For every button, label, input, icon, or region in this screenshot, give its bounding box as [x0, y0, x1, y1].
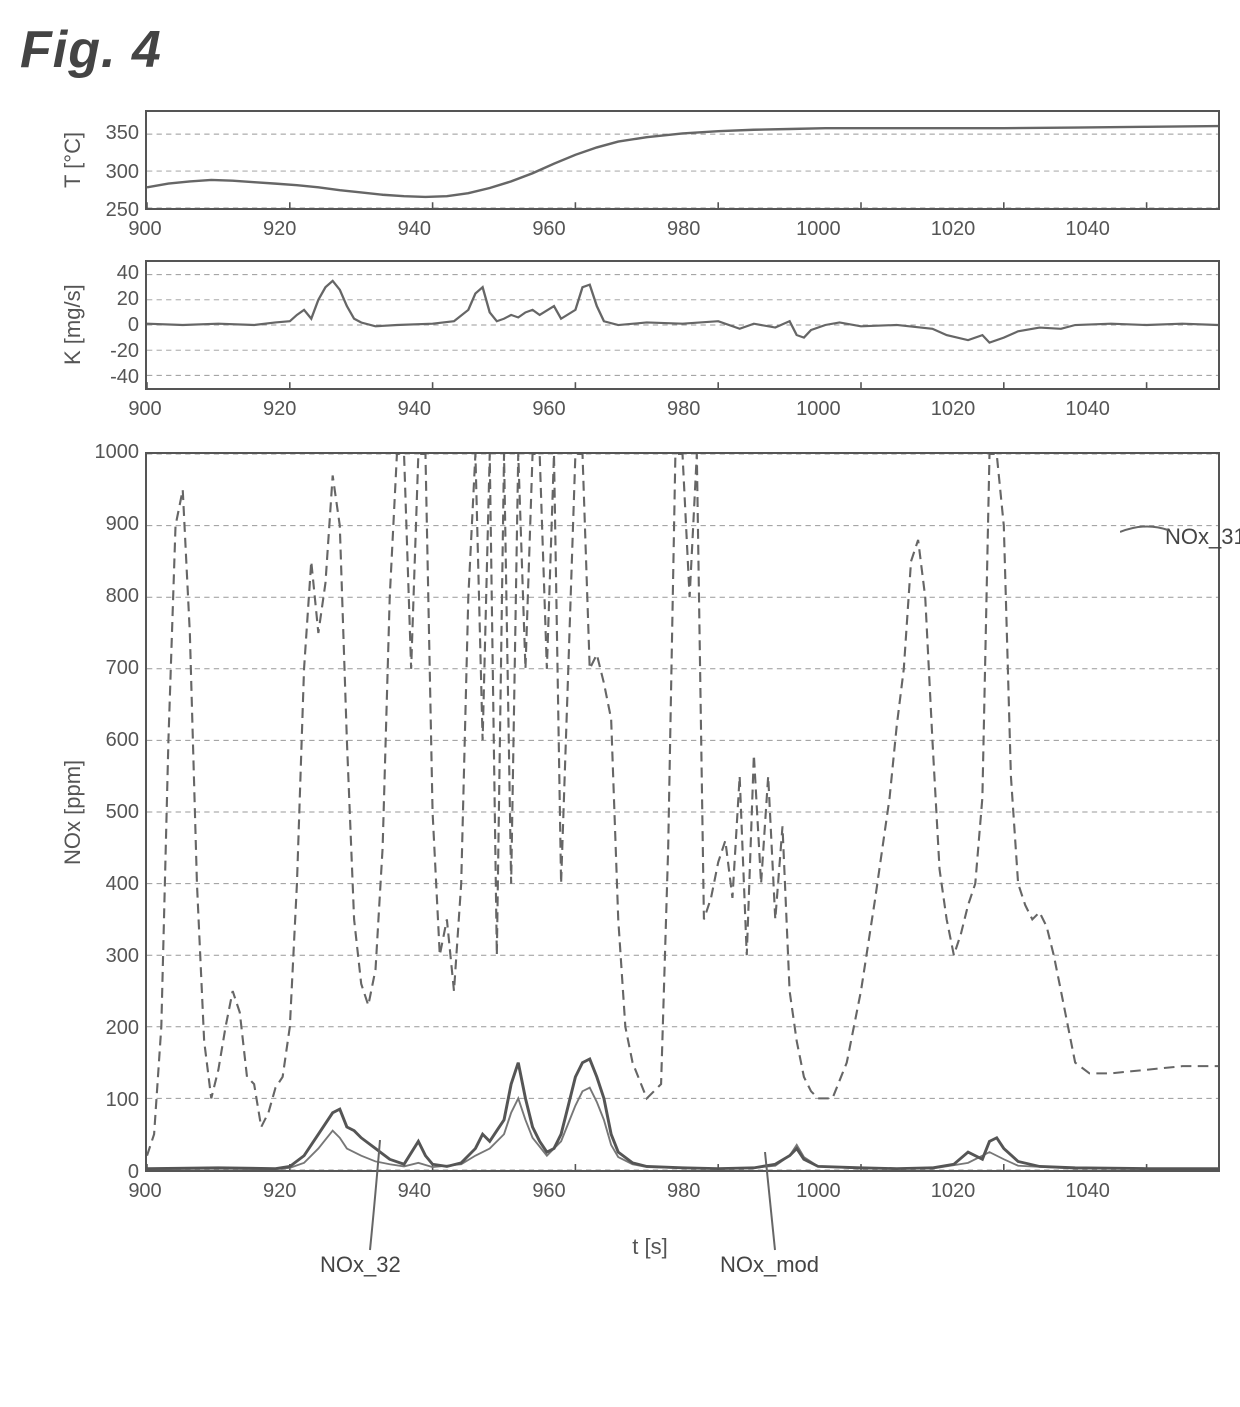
leader-nox31-icon: [1120, 522, 1170, 542]
chart-2-xticks: 900920940960980100010201040: [145, 398, 1220, 422]
chart-1-yticks: 350300250: [90, 110, 145, 210]
chart-1-container: T [°C] 350300250 90092094096098010001020…: [60, 110, 1220, 242]
figure-title: Fig. 4: [20, 20, 1220, 80]
chart-3-ylabel: NOx [ppm]: [60, 452, 90, 1172]
chart-3-xlabel: t [s]: [145, 1234, 1155, 1260]
chart-2-ylabel: K [mg/s]: [60, 260, 90, 390]
chart-2-container: K [mg/s] 40200-20-40 9009209409609801000…: [60, 260, 1220, 422]
annotation-nox32: NOx_32: [320, 1252, 401, 1278]
chart-2-yticks: 40200-20-40: [90, 260, 145, 390]
chart-3-container: NOx [ppm] 100090080070060050040030020010…: [60, 452, 1220, 1260]
chart-1-plot: [145, 110, 1220, 210]
leader-noxmod-icon: [760, 1152, 800, 1252]
chart-3-xticks: 900920940960980100010201040: [145, 1180, 1220, 1204]
chart-1-ylabel: T [°C]: [60, 110, 90, 210]
chart-2-plot: [145, 260, 1220, 390]
leader-nox32-icon: [350, 1140, 390, 1252]
chart-3-yticks: 10009008007006005004003002001000: [90, 452, 145, 1172]
chart-1-xticks: 900920940960980100010201040: [145, 218, 1220, 242]
annotation-noxmod: NOx_mod: [720, 1252, 819, 1278]
chart-3-plot: [145, 452, 1220, 1172]
annotation-nox31: NOx_31: [1165, 524, 1240, 550]
